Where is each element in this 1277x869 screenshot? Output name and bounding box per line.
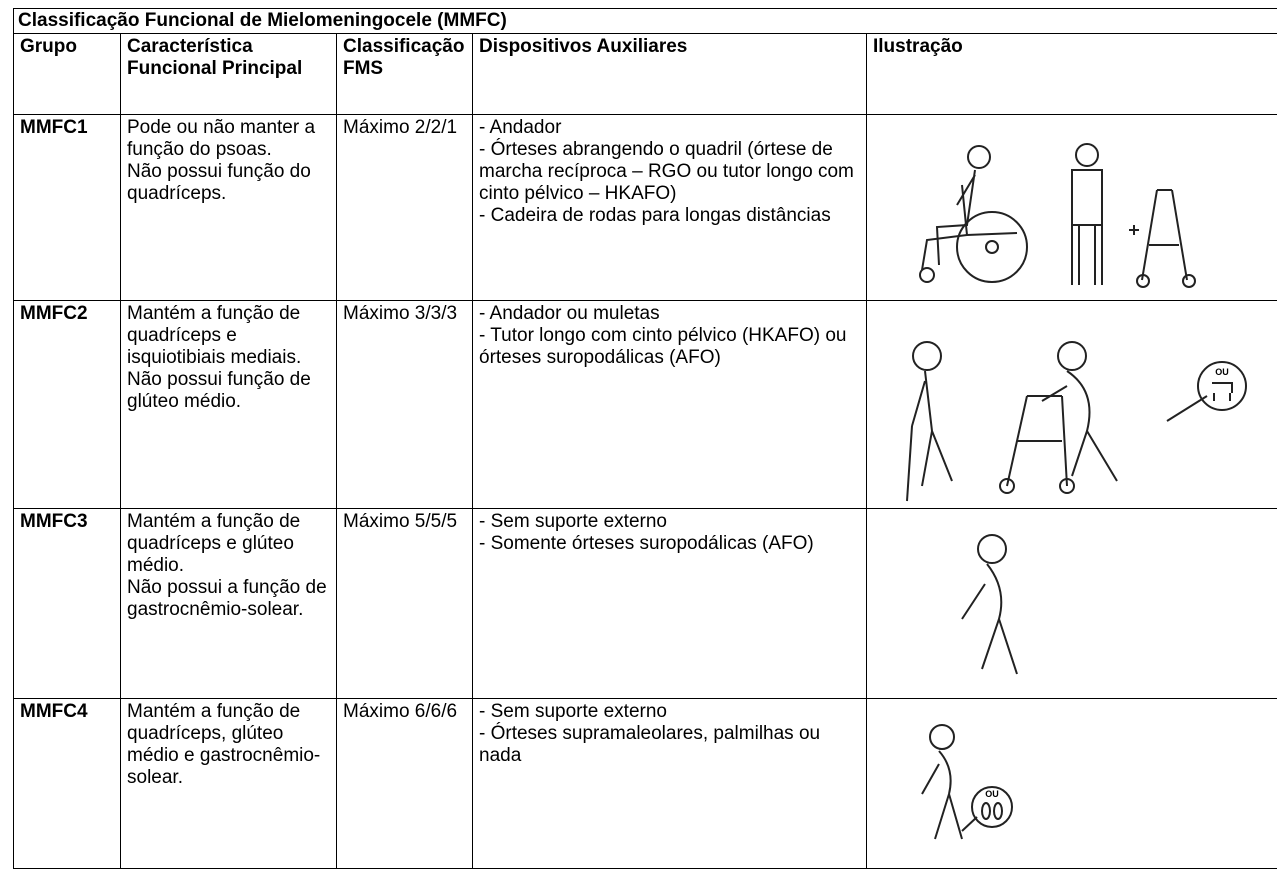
fms-cell: Máximo 6/6/6 [337, 699, 473, 869]
group-cell: MMFC4 [14, 699, 121, 869]
illustration-cell: OU [867, 699, 1277, 869]
fms-cell: Máximo 2/2/1 [337, 115, 473, 301]
characteristic-cell: Mantém a função de quadríceps, glúteo mé… [121, 699, 337, 869]
characteristic-line: Pode ou não manter a função do psoas. [127, 117, 330, 161]
characteristic-cell: Pode ou não manter a função do psoas.Não… [121, 115, 337, 301]
table-title: Classificação Funcional de Mielomeningoc… [14, 9, 1277, 34]
device-line: - Sem suporte externo [479, 511, 860, 533]
fms-cell: Máximo 3/3/3 [337, 301, 473, 509]
device-line: - Sem suporte externo [479, 701, 860, 723]
characteristic-line: Mantém a função de quadríceps, glúteo mé… [127, 701, 330, 789]
group-cell: MMFC3 [14, 509, 121, 699]
characteristic-line: Não possui função do quadríceps. [127, 161, 330, 205]
device-line: - Cadeira de rodas para longas distância… [479, 205, 860, 227]
illustration-crutches-walker: OU [867, 301, 1277, 503]
device-line: - Tutor longo com cinto pélvico (HKAFO) … [479, 325, 860, 369]
column-header: Característica Funcional Principal [121, 34, 337, 115]
device-line: - Órteses supramaleolares, palmilhas ou … [479, 723, 860, 767]
column-header: Dispositivos Auxiliares [473, 34, 867, 115]
devices-cell: - Andador- Órteses abrangendo o quadril … [473, 115, 867, 301]
illustration-cell [867, 115, 1277, 301]
illustration-walking-insoles: OU [867, 699, 1277, 859]
mmfc-table: Classificação Funcional de Mielomeningoc… [13, 8, 1277, 869]
characteristic-line: Não possui função de glúteo médio. [127, 369, 330, 413]
devices-cell: - Sem suporte externo- Somente órteses s… [473, 509, 867, 699]
characteristic-cell: Mantém a função de quadríceps e glúteo m… [121, 509, 337, 699]
group-cell: MMFC1 [14, 115, 121, 301]
device-line: - Andador [479, 117, 860, 139]
device-line: - Andador ou muletas [479, 303, 860, 325]
characteristic-line: Mantém a função de quadríceps e isquioti… [127, 303, 330, 369]
column-header: Ilustração [867, 34, 1277, 115]
illustration-wheelchair-rgo [867, 115, 1277, 295]
illustration-label: OU [985, 789, 999, 799]
devices-cell: - Andador ou muletas- Tutor longo com ci… [473, 301, 867, 509]
characteristic-line: Mantém a função de quadríceps e glúteo m… [127, 511, 330, 577]
illustration-cell [867, 509, 1277, 699]
device-line: - Somente órteses suropodálicas (AFO) [479, 533, 860, 555]
illustration-walking [867, 509, 1277, 693]
column-header: Grupo [14, 34, 121, 115]
column-header: Classificação FMS [337, 34, 473, 115]
characteristic-line: Não possui a função de gastrocnêmio-sole… [127, 577, 330, 621]
devices-cell: - Sem suporte externo- Órteses supramale… [473, 699, 867, 869]
illustration-label: OU [1215, 367, 1229, 377]
device-line: - Órteses abrangendo o quadril (órtese d… [479, 139, 860, 205]
characteristic-cell: Mantém a função de quadríceps e isquioti… [121, 301, 337, 509]
illustration-cell: OU [867, 301, 1277, 509]
group-cell: MMFC2 [14, 301, 121, 509]
fms-cell: Máximo 5/5/5 [337, 509, 473, 699]
